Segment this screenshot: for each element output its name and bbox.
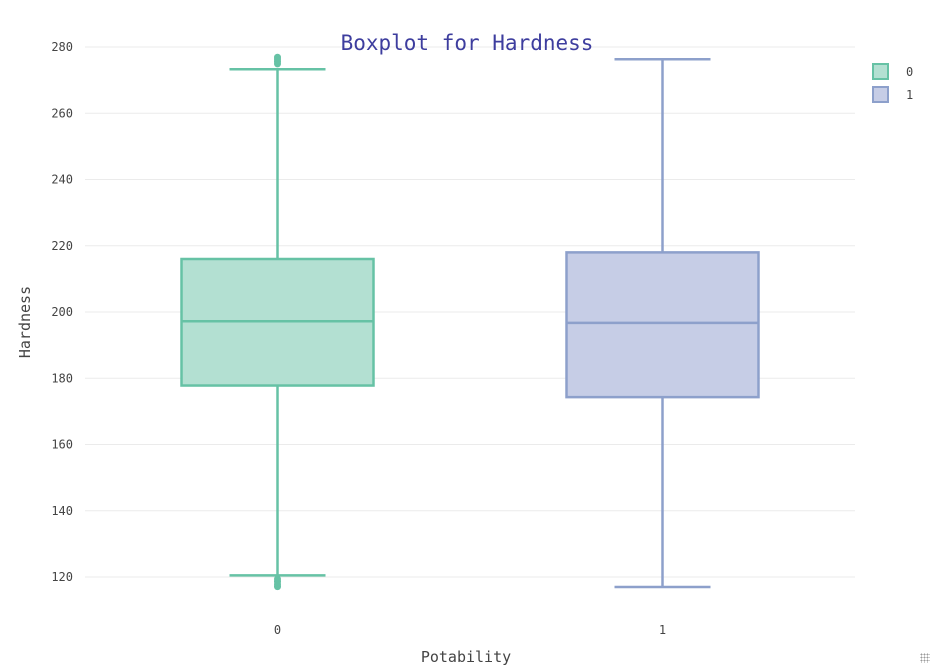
y-tick-label: 240 — [51, 173, 73, 187]
y-tick-label: 220 — [51, 239, 73, 253]
legend-item-0[interactable]: 0 — [872, 63, 913, 80]
legend-item-1[interactable]: 1 — [872, 86, 913, 103]
x-axis-title: Potability — [421, 648, 511, 665]
y-tick-label: 180 — [51, 371, 73, 385]
y-tick-label: 280 — [51, 40, 73, 54]
legend[interactable]: 01 — [872, 63, 913, 103]
box-trace-1[interactable] — [565, 58, 760, 589]
y-tick-label: 140 — [51, 504, 73, 518]
box-traces[interactable] — [180, 53, 760, 591]
legend-swatch — [872, 63, 889, 80]
y-tick-label: 260 — [51, 106, 73, 120]
outlier-point — [274, 575, 281, 583]
y-tick-label: 200 — [51, 305, 73, 319]
outlier-point — [274, 53, 281, 61]
legend-swatch — [872, 86, 889, 103]
resize-handle[interactable] — [920, 653, 930, 663]
legend-label: 0 — [906, 65, 913, 79]
box-trace-0[interactable] — [180, 53, 375, 591]
iqr-box — [565, 251, 760, 399]
y-axis-title: Hardness — [16, 286, 34, 358]
y-axis-ticks: 120 140 160 180 200 220 240 260 280 — [51, 40, 73, 584]
x-tick-label: 1 — [659, 623, 666, 637]
y-tick-label: 160 — [51, 438, 73, 452]
legend-label: 1 — [906, 88, 913, 102]
chart-title: Boxplot for Hardness — [341, 31, 594, 55]
x-tick-label: 0 — [274, 623, 281, 637]
y-tick-label: 120 — [51, 570, 73, 584]
